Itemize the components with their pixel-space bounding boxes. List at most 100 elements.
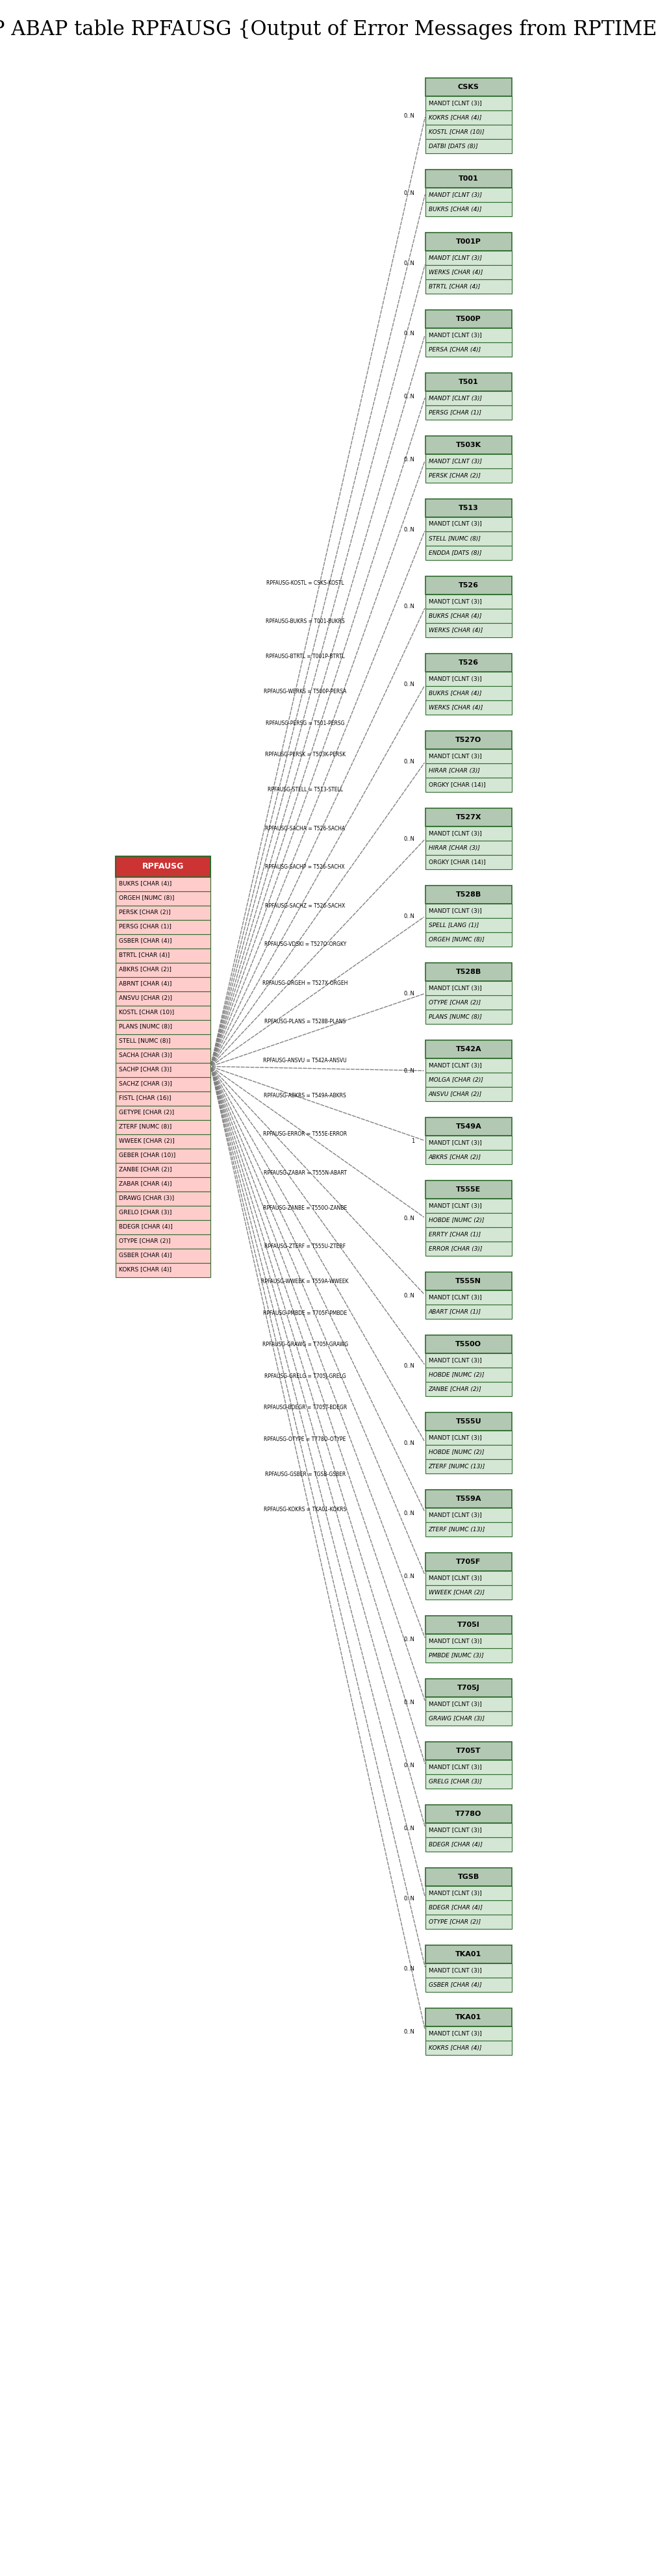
FancyBboxPatch shape (116, 904, 211, 920)
FancyBboxPatch shape (425, 1489, 512, 1507)
FancyBboxPatch shape (425, 595, 512, 608)
Text: RPFAUSG-ANSVU = T542A-ANSVU: RPFAUSG-ANSVU = T542A-ANSVU (263, 1059, 347, 1064)
FancyBboxPatch shape (425, 531, 512, 546)
Text: RPFAUSG-BUKRS = T001-BUKRS: RPFAUSG-BUKRS = T001-BUKRS (266, 618, 345, 623)
Text: ORGEH [NUMC (8)]: ORGEH [NUMC (8)] (428, 938, 484, 943)
FancyBboxPatch shape (425, 917, 512, 933)
FancyBboxPatch shape (425, 1198, 512, 1213)
FancyBboxPatch shape (425, 1901, 512, 1914)
FancyBboxPatch shape (425, 111, 512, 124)
Text: 0..N: 0..N (403, 260, 415, 265)
Text: GSBER [CHAR (4)]: GSBER [CHAR (4)] (118, 1252, 172, 1260)
FancyBboxPatch shape (425, 1698, 512, 1710)
FancyBboxPatch shape (116, 876, 211, 891)
Text: T555U: T555U (455, 1419, 482, 1425)
FancyBboxPatch shape (425, 1368, 512, 1381)
FancyBboxPatch shape (116, 1234, 211, 1249)
Text: ABRNT [CHAR (4)]: ABRNT [CHAR (4)] (118, 981, 172, 987)
FancyBboxPatch shape (116, 935, 211, 948)
Text: 0..N: 0..N (403, 1700, 415, 1705)
FancyBboxPatch shape (425, 139, 512, 155)
Text: ABART [CHAR (1)]: ABART [CHAR (1)] (428, 1309, 481, 1314)
Text: KOKRS [CHAR (4)]: KOKRS [CHAR (4)] (118, 1267, 171, 1273)
FancyBboxPatch shape (425, 1273, 512, 1291)
FancyBboxPatch shape (425, 1886, 512, 1901)
Text: RPFAUSG-OTYPE = T778O-OTYPE: RPFAUSG-OTYPE = T778O-OTYPE (264, 1437, 346, 1443)
Text: SACHA [CHAR (3)]: SACHA [CHAR (3)] (118, 1054, 172, 1059)
FancyBboxPatch shape (425, 1507, 512, 1522)
Text: ORGKY [CHAR (14)]: ORGKY [CHAR (14)] (428, 783, 486, 788)
FancyBboxPatch shape (425, 1978, 512, 1991)
Text: RPFAUSG-BTRTL = T001P-BTRTL: RPFAUSG-BTRTL = T001P-BTRTL (266, 654, 345, 659)
Text: T705F: T705F (456, 1558, 481, 1566)
Text: TGSB: TGSB (458, 1873, 479, 1880)
FancyBboxPatch shape (425, 232, 512, 250)
Text: OTYPE [CHAR (2)]: OTYPE [CHAR (2)] (428, 999, 480, 1005)
Text: 0..N: 0..N (403, 1069, 415, 1074)
Text: MANDT [CLNT (3)]: MANDT [CLNT (3)] (428, 520, 482, 528)
Text: KOKRS [CHAR (4)]: KOKRS [CHAR (4)] (428, 116, 482, 121)
Text: 0..N: 0..N (403, 1216, 415, 1221)
Text: PLANS [NUMC (8)]: PLANS [NUMC (8)] (118, 1023, 172, 1030)
FancyBboxPatch shape (425, 1914, 512, 1929)
Text: MANDT [CLNT (3)]: MANDT [CLNT (3)] (428, 1139, 482, 1146)
Text: 0..N: 0..N (403, 757, 415, 765)
Text: T559A: T559A (456, 1497, 482, 1502)
Text: RPFAUSG-WERKS = T500P-PERSA: RPFAUSG-WERKS = T500P-PERSA (264, 688, 346, 696)
FancyBboxPatch shape (425, 404, 512, 420)
FancyBboxPatch shape (425, 95, 512, 111)
Text: T555N: T555N (455, 1278, 482, 1285)
FancyBboxPatch shape (116, 891, 211, 904)
Text: STELL [NUMC (8)]: STELL [NUMC (8)] (118, 1038, 170, 1043)
Text: SACHZ [CHAR (3)]: SACHZ [CHAR (3)] (118, 1082, 172, 1087)
FancyBboxPatch shape (425, 1381, 512, 1396)
FancyBboxPatch shape (425, 981, 512, 994)
FancyBboxPatch shape (425, 1963, 512, 1978)
Text: ERRTY [CHAR (1)]: ERRTY [CHAR (1)] (428, 1231, 480, 1236)
FancyBboxPatch shape (116, 1177, 211, 1190)
Text: ORGEH [NUMC (8)]: ORGEH [NUMC (8)] (118, 896, 174, 902)
Text: MANDT [CLNT (3)]: MANDT [CLNT (3)] (428, 1512, 482, 1517)
Text: CSKS: CSKS (458, 85, 479, 90)
Text: 0..N: 0..N (403, 394, 415, 399)
Text: T526: T526 (459, 659, 478, 667)
FancyBboxPatch shape (425, 278, 512, 294)
Text: RPFAUSG-ZTERF = T555U-ZTERF: RPFAUSG-ZTERF = T555U-ZTERF (265, 1244, 345, 1249)
Text: 0..N: 0..N (403, 989, 415, 997)
FancyBboxPatch shape (116, 992, 211, 1005)
FancyBboxPatch shape (425, 469, 512, 482)
Text: ZTERF [NUMC (13)]: ZTERF [NUMC (13)] (428, 1528, 485, 1533)
Text: RPFAUSG-ZANBE = T550O-ZANBE: RPFAUSG-ZANBE = T550O-ZANBE (263, 1206, 347, 1211)
FancyBboxPatch shape (425, 701, 512, 714)
Text: FISTL [CHAR (16)]: FISTL [CHAR (16)] (118, 1095, 171, 1100)
Text: RPFAUSG-VDSKI = T527O-ORGKY: RPFAUSG-VDSKI = T527O-ORGKY (264, 943, 346, 948)
FancyBboxPatch shape (425, 518, 512, 531)
Text: RPFAUSG-BDEGR = T705T-BDEGR: RPFAUSG-BDEGR = T705T-BDEGR (263, 1404, 347, 1412)
FancyBboxPatch shape (425, 1445, 512, 1458)
FancyBboxPatch shape (116, 1033, 211, 1048)
Text: RPFAUSG-ORGEH = T527X-ORGEH: RPFAUSG-ORGEH = T527X-ORGEH (263, 981, 347, 987)
FancyBboxPatch shape (425, 1334, 512, 1352)
Text: MANDT [CLNT (3)]: MANDT [CLNT (3)] (428, 1435, 482, 1440)
Text: T500P: T500P (456, 317, 481, 322)
Text: MANDT [CLNT (3)]: MANDT [CLNT (3)] (428, 1700, 482, 1708)
Text: ZTERF [NUMC (13)]: ZTERF [NUMC (13)] (428, 1463, 485, 1468)
Text: RPFAUSG-GRAWG = T705I-GRAWG: RPFAUSG-GRAWG = T705I-GRAWG (262, 1342, 348, 1347)
FancyBboxPatch shape (116, 1092, 211, 1105)
FancyBboxPatch shape (425, 827, 512, 840)
Text: BUKRS [CHAR (4)]: BUKRS [CHAR (4)] (428, 206, 482, 211)
Text: WWEEK [CHAR (2)]: WWEEK [CHAR (2)] (118, 1139, 174, 1144)
FancyBboxPatch shape (425, 327, 512, 343)
FancyBboxPatch shape (425, 855, 512, 868)
Text: WWEEK [CHAR (2)]: WWEEK [CHAR (2)] (428, 1589, 484, 1595)
FancyBboxPatch shape (116, 1133, 211, 1149)
Text: BDEGR [CHAR (4)]: BDEGR [CHAR (4)] (118, 1224, 172, 1229)
Text: MANDT [CLNT (3)]: MANDT [CLNT (3)] (428, 1574, 482, 1582)
FancyBboxPatch shape (116, 1005, 211, 1020)
Text: MANDT [CLNT (3)]: MANDT [CLNT (3)] (428, 984, 482, 992)
FancyBboxPatch shape (425, 1945, 512, 1963)
Text: T778O: T778O (455, 1811, 482, 1816)
FancyBboxPatch shape (116, 1121, 211, 1133)
FancyBboxPatch shape (425, 453, 512, 469)
Text: BDEGR [CHAR (4)]: BDEGR [CHAR (4)] (428, 1842, 482, 1847)
